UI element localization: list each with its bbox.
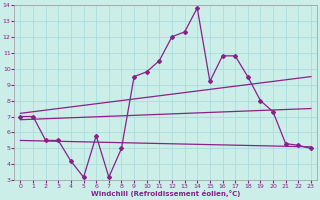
X-axis label: Windchill (Refroidissement éolien,°C): Windchill (Refroidissement éolien,°C) bbox=[91, 190, 240, 197]
